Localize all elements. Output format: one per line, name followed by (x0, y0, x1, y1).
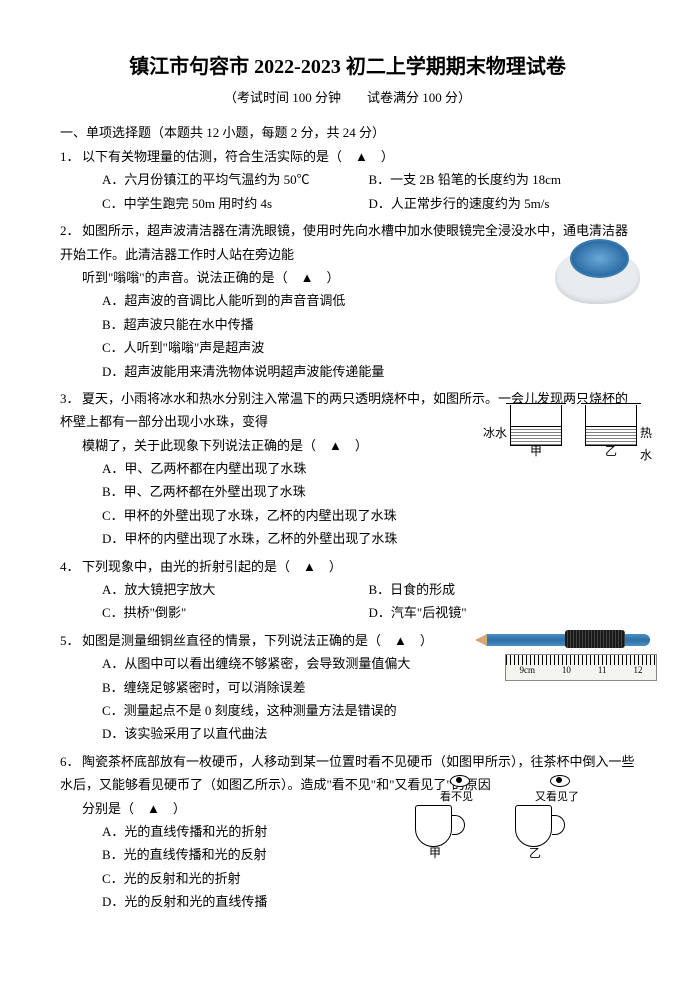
question-2: 2．如图所示，超声波清洁器在清洗眼镜，使用时先向水槽中加水使眼镜完全浸没水中，通… (60, 219, 635, 383)
question-1: 1．以下有关物理量的估测，符合生活实际的是（ ▲ ） A．六月份镇江的平均气温约… (60, 145, 635, 215)
q5-option-d: D．该实验采用了以直代曲法 (102, 722, 635, 745)
q1-option-a: A．六月份镇江的平均气温约为 50℃ (102, 168, 369, 191)
question-5: 5．如图是测量细铜丝直径的情景，下列说法正确的是（ ▲ ） A．从图中可以看出缠… (60, 629, 635, 746)
cup-handle (552, 815, 565, 835)
page-subtitle: （考试时间 100 分钟 试卷满分 100 分） (60, 87, 635, 106)
beaker-label-jia: 甲 (511, 441, 561, 463)
q2-text: 如图所示，超声波清洁器在清洗眼镜，使用时先向水槽中加水使眼镜完全浸没水中，通电清… (60, 223, 628, 261)
ruler-9: 9cm (519, 662, 535, 678)
q4-num: 4． (60, 555, 82, 578)
ruler-11: 11 (598, 662, 607, 678)
q2-option-c: C．人听到"嗡嗡"声是超声波 (102, 336, 635, 359)
ruler-labels: 9cm 10 11 12 (506, 662, 656, 678)
eye-icon-right (550, 775, 570, 787)
ruler-12: 12 (634, 662, 643, 678)
beaker-image: 甲 冰水 乙 热水 (495, 405, 645, 465)
wire-coil (565, 630, 625, 648)
q5-option-c: C．测量起点不是 0 刻度线，这种测量方法是错误的 (102, 699, 635, 722)
q3-option-b: B．甲、乙两杯都在外壁出现了水珠 (102, 480, 635, 503)
q6-num: 6． (60, 750, 82, 773)
q4-option-a: A．放大镜把字放大 (102, 578, 369, 601)
q4-option-b: B．日食的形成 (369, 578, 636, 601)
cup-body (415, 805, 452, 847)
cups-image: 看不见 甲 又看见了 乙 (405, 780, 605, 855)
q6-option-c: C．光的反射和光的折射 (102, 867, 635, 890)
q5-text: 如图是测量细铜丝直径的情景，下列说法正确的是（ ▲ ） (82, 633, 433, 648)
ruler-10: 10 (562, 662, 571, 678)
label-hot: 热水 (640, 423, 652, 466)
q3-option-c: C．甲杯的外壁出现了水珠，乙杯的内壁出现了水珠 (102, 504, 635, 527)
q4-text: 下列现象中，由光的折射引起的是（ ▲ ） (82, 559, 342, 574)
cup-label-yi: 乙 (515, 843, 555, 865)
pencil-tip (475, 634, 487, 646)
cleaner-lid (570, 239, 629, 278)
q1-option-c: C．中学生跑完 50m 用时约 4s (102, 192, 369, 215)
q4-option-c: C．拱桥"倒影" (102, 601, 369, 624)
beaker-label-yi: 乙 (586, 441, 636, 463)
q1-option-d: D．人正常步行的速度约为 5m/s (369, 192, 636, 215)
q2-option-d: D．超声波能用来清洗物体说明超声波能传递能量 (102, 360, 635, 383)
q2-option-b: B．超声波只能在水中传播 (102, 313, 635, 336)
ruler-image: 9cm 10 11 12 (485, 629, 655, 694)
q1-text: 以下有关物理量的估测，符合生活实际的是（ ▲ ） (82, 149, 394, 164)
eye-icon-left (450, 775, 470, 787)
cup-jia: 甲 (415, 805, 455, 850)
page-title: 镇江市句容市 2022-2023 初二上学期期末物理试卷 (60, 50, 635, 79)
beaker-yi: 乙 (585, 405, 637, 446)
cup-handle (452, 815, 465, 835)
cup-yi: 乙 (515, 805, 555, 850)
q1-num: 1． (60, 145, 82, 168)
q3-option-d: D．甲杯的内壁出现了水珠，乙杯的外壁出现了水珠 (102, 527, 635, 550)
section-heading: 一、单项选择题（本题共 12 小题，每题 2 分，共 24 分） (60, 122, 635, 141)
question-4: 4．下列现象中，由光的折射引起的是（ ▲ ） A．放大镜把字放大 B．日食的形成… (60, 555, 635, 625)
label-ice: 冰水 (483, 423, 507, 445)
cup-label-jia: 甲 (415, 843, 455, 865)
q6-option-d: D．光的反射和光的直线传播 (102, 890, 635, 913)
q2-num: 2． (60, 219, 82, 242)
cleaner-image (550, 239, 645, 311)
q5-num: 5． (60, 629, 82, 652)
question-6: 6．陶瓷茶杯底部放有一枚硬币，人移动到某一位置时看不见硬币（如图甲所示），往茶杯… (60, 750, 635, 914)
beaker-jia: 甲 (510, 405, 562, 446)
q4-option-d: D．汽车"后视镜" (369, 601, 636, 624)
question-3: 3．夏天，小雨将冰水和热水分别注入常温下的两只透明烧杯中，如图所示。一会儿发现两… (60, 387, 635, 551)
ruler: 9cm 10 11 12 (505, 654, 657, 681)
q3-num: 3． (60, 387, 82, 410)
cup-body (515, 805, 552, 847)
q1-option-b: B．一支 2B 铅笔的长度约为 18cm (369, 168, 636, 191)
